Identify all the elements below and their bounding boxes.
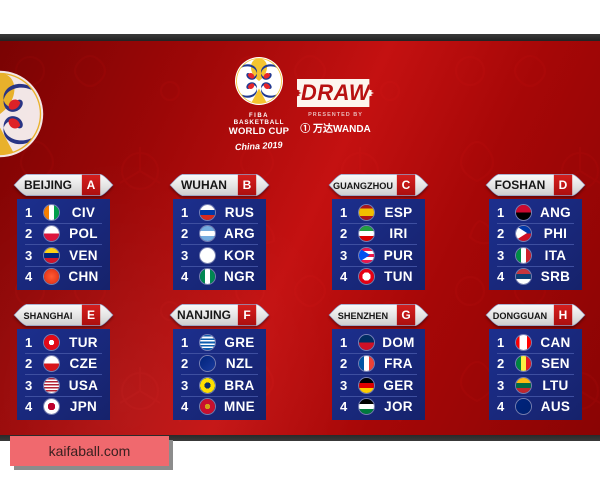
svg-text:DONGGUAN: DONGGUAN [493, 311, 547, 321]
svg-text:WUHAN: WUHAN [181, 178, 227, 192]
svg-text:A: A [87, 178, 96, 192]
svg-text:E: E [87, 308, 95, 322]
svg-text:GUANGZHOU: GUANGZHOU [333, 181, 393, 191]
svg-text:B: B [243, 178, 252, 192]
svg-text:BEIJING: BEIJING [24, 178, 72, 192]
svg-text:SHANGHAI: SHANGHAI [24, 311, 73, 321]
svg-text:FOSHAN: FOSHAN [495, 178, 546, 192]
svg-text:F: F [243, 308, 250, 322]
svg-text:C: C [402, 178, 411, 192]
svg-text:H: H [559, 308, 568, 322]
svg-text:D: D [559, 178, 568, 192]
svg-text:G: G [401, 308, 410, 322]
svg-text:NANJING: NANJING [177, 308, 231, 322]
svg-text:SHENZHEN: SHENZHEN [338, 311, 388, 321]
